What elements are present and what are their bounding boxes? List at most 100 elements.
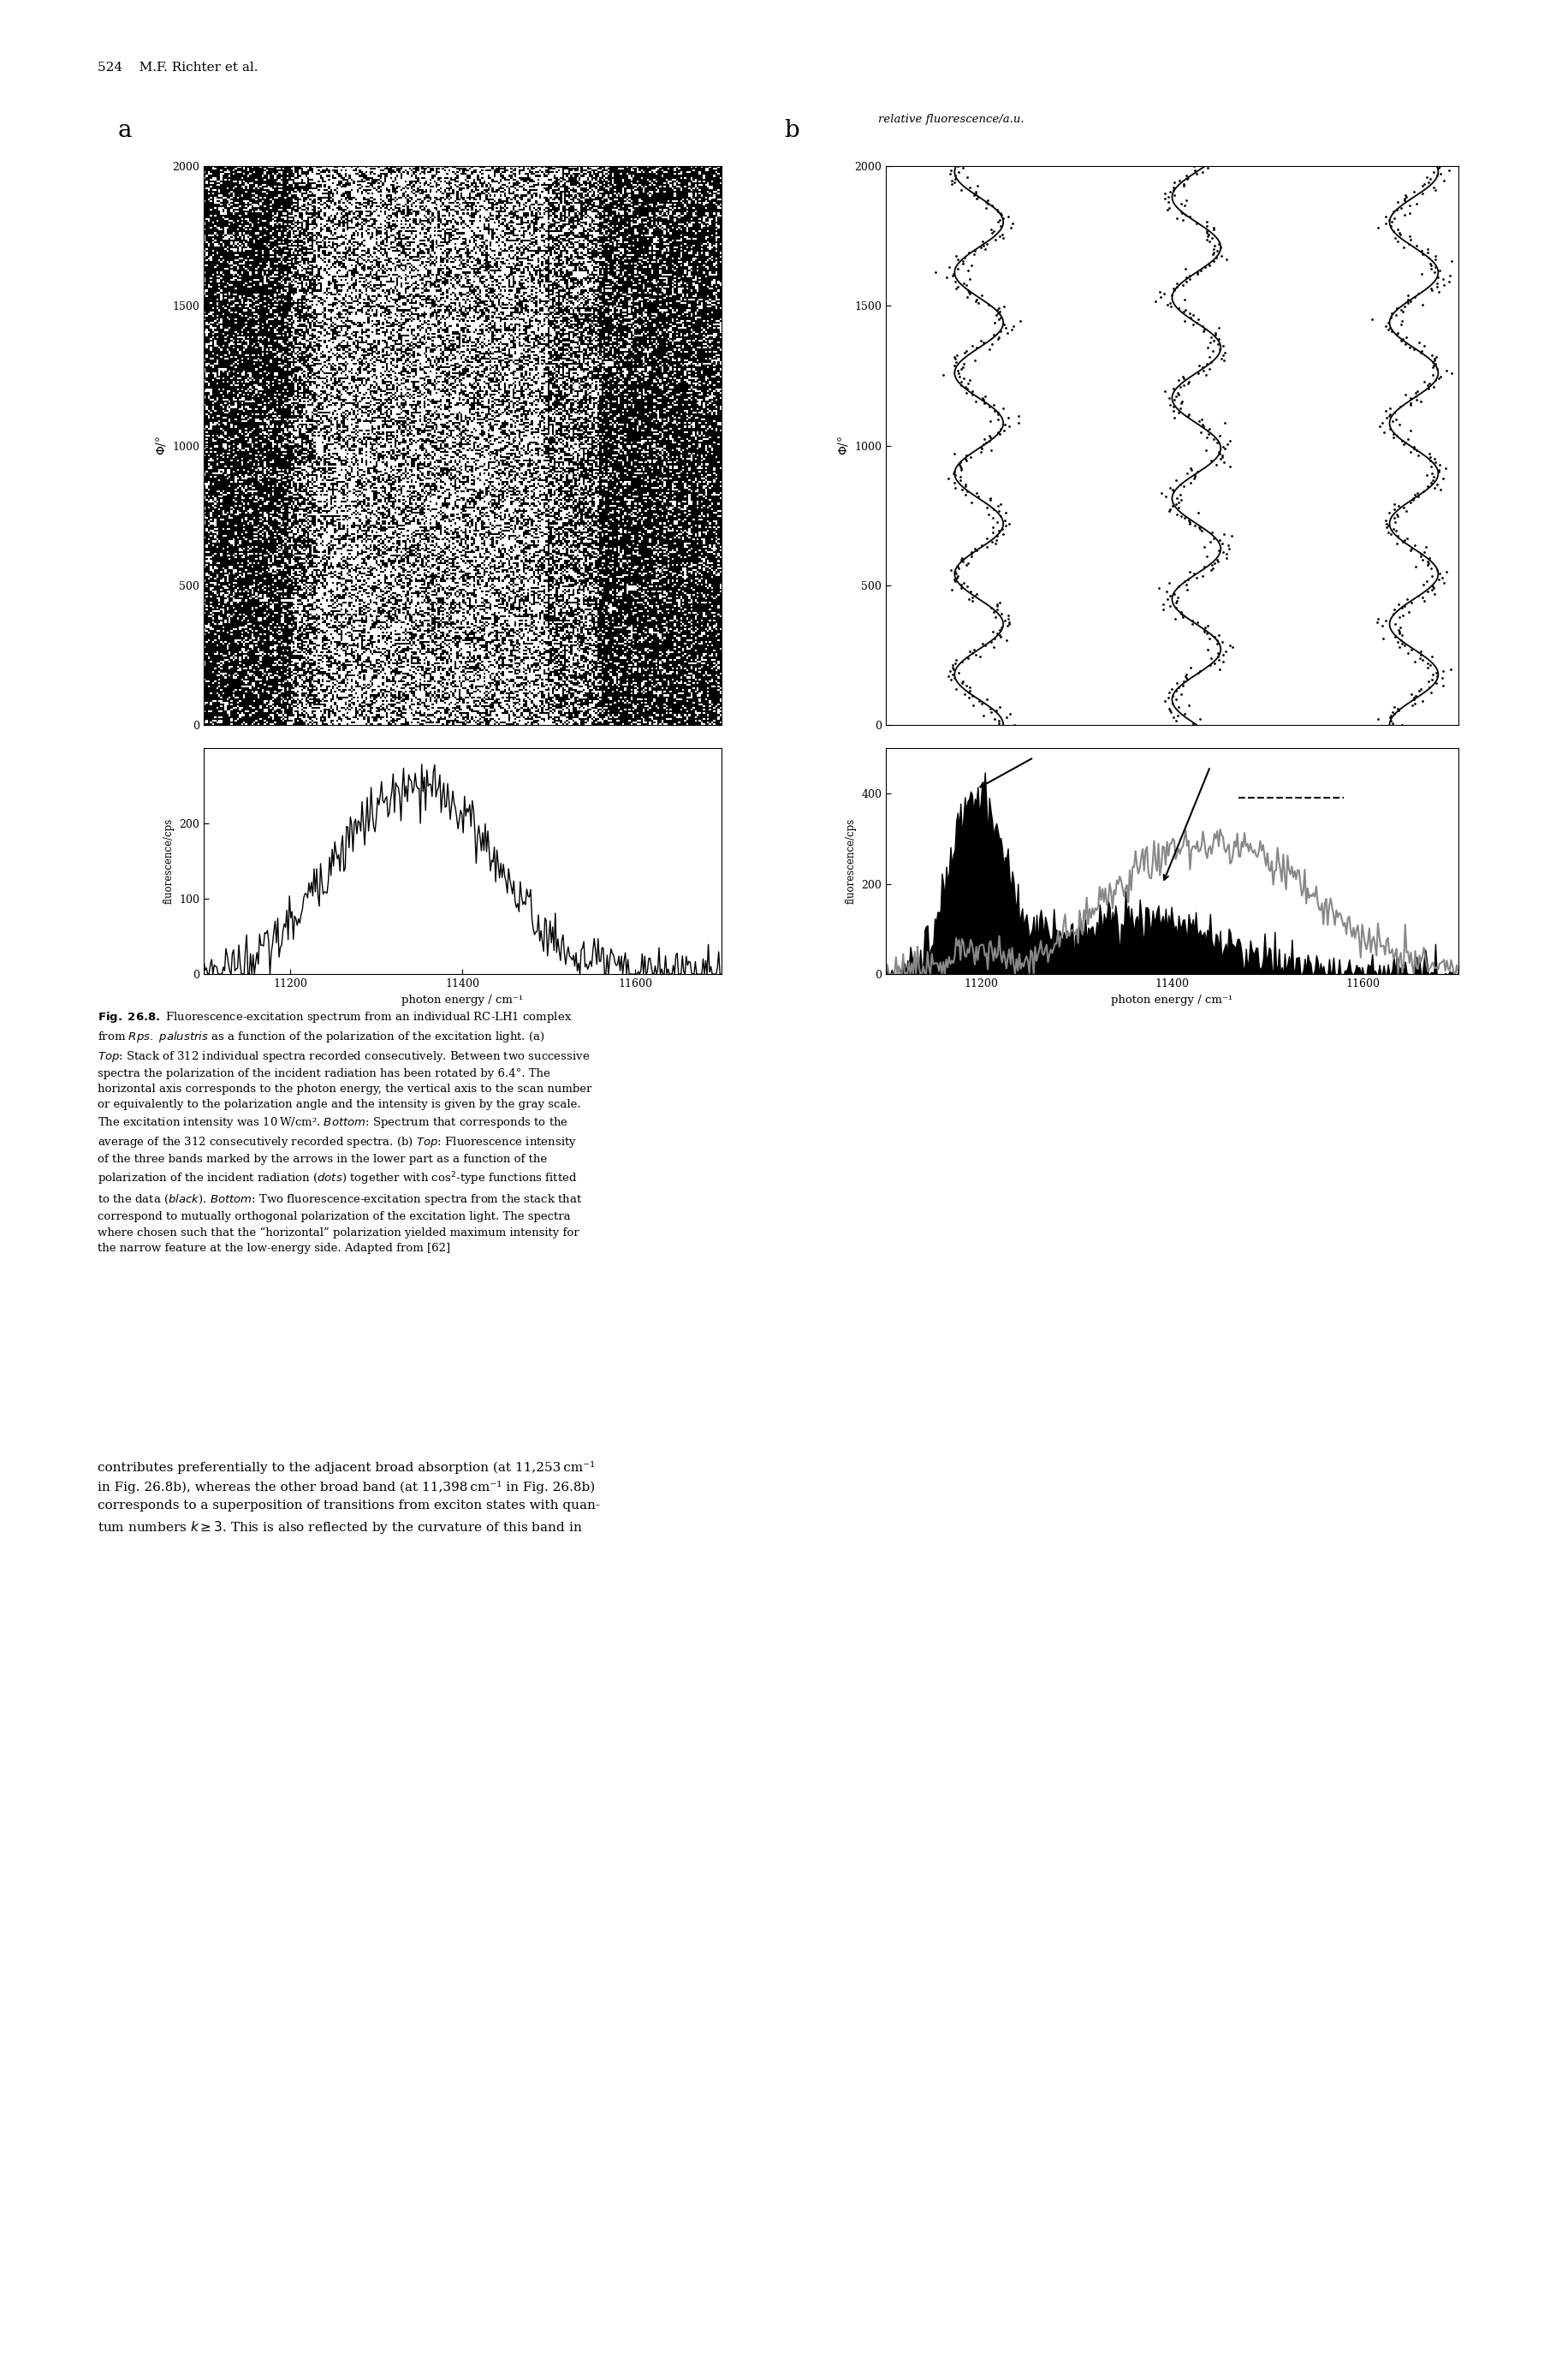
- Point: [1207, 520, 1232, 558]
- Point: [977, 416, 1002, 454]
- Point: [960, 535, 985, 573]
- Point: [1214, 632, 1239, 670]
- Point: [952, 264, 977, 302]
- Point: [1200, 513, 1225, 551]
- Point: [1419, 661, 1444, 699]
- Point: [977, 689, 1002, 727]
- Point: [969, 428, 994, 466]
- Point: [1154, 573, 1179, 611]
- Point: [1396, 421, 1421, 459]
- Point: [950, 542, 975, 580]
- Point: [1179, 601, 1204, 639]
- Point: [988, 195, 1013, 233]
- Point: [1201, 209, 1226, 247]
- Point: [1385, 190, 1410, 228]
- Point: [989, 608, 1014, 646]
- Point: [1185, 354, 1210, 392]
- Point: [1201, 226, 1226, 264]
- Point: [936, 658, 961, 696]
- Point: [1200, 546, 1225, 584]
- Point: [1206, 637, 1231, 675]
- Point: [1385, 314, 1410, 352]
- Point: [1195, 418, 1220, 456]
- Point: [997, 604, 1022, 642]
- Point: [1414, 563, 1439, 601]
- Point: [980, 523, 1005, 561]
- Point: [1195, 150, 1220, 188]
- Point: [956, 668, 982, 706]
- Point: [1198, 342, 1223, 380]
- Point: [1377, 397, 1402, 435]
- Point: [1399, 385, 1424, 423]
- Point: [1410, 235, 1435, 273]
- Point: [999, 311, 1024, 349]
- Point: [1433, 449, 1458, 487]
- Point: [958, 672, 983, 710]
- Point: [1408, 383, 1433, 421]
- Point: [1168, 185, 1193, 223]
- Point: [1200, 219, 1225, 257]
- Point: [1201, 644, 1226, 682]
- Point: [941, 164, 966, 202]
- Point: [1215, 425, 1240, 463]
- Point: [949, 364, 974, 402]
- Point: [1381, 211, 1406, 249]
- Point: [1163, 672, 1189, 710]
- Point: [1159, 287, 1184, 326]
- Point: [974, 489, 999, 527]
- Point: [1436, 257, 1461, 295]
- Point: [966, 283, 991, 321]
- Y-axis label: $\Phi$/°: $\Phi$/°: [836, 435, 850, 456]
- Point: [955, 278, 980, 316]
- Point: [985, 613, 1010, 651]
- Point: [1421, 570, 1446, 608]
- Point: [988, 618, 1013, 656]
- Point: [958, 276, 983, 314]
- Point: [1381, 694, 1406, 732]
- Point: [1179, 451, 1204, 489]
- Point: [986, 611, 1011, 649]
- Point: [1151, 592, 1176, 630]
- Point: [1392, 181, 1417, 219]
- Point: [952, 675, 977, 713]
- Point: [1374, 504, 1399, 542]
- Point: [942, 157, 967, 195]
- Point: [941, 254, 966, 292]
- Point: [1181, 304, 1206, 342]
- Point: [1430, 558, 1455, 596]
- Point: [1174, 261, 1200, 299]
- Point: [1381, 219, 1406, 257]
- Point: [971, 625, 996, 663]
- Point: [1209, 437, 1234, 475]
- Point: [1397, 188, 1422, 226]
- Point: [1419, 637, 1444, 675]
- Point: [956, 233, 982, 271]
- Point: [1421, 347, 1446, 385]
- Point: [1410, 577, 1435, 615]
- Point: [1195, 216, 1220, 254]
- Point: [939, 661, 964, 699]
- Point: [1196, 223, 1221, 261]
- Point: [1370, 404, 1396, 442]
- Point: [1402, 525, 1427, 563]
- Point: [980, 513, 1005, 551]
- Point: [1422, 575, 1447, 613]
- Point: [1416, 233, 1441, 271]
- Point: [950, 349, 975, 387]
- Point: [1178, 463, 1203, 501]
- Point: [1378, 295, 1403, 333]
- Point: [1386, 599, 1411, 637]
- Point: [997, 694, 1022, 732]
- Point: [971, 226, 996, 264]
- Point: [1157, 563, 1182, 601]
- Point: [1385, 290, 1410, 328]
- Point: [996, 606, 1021, 644]
- Point: [946, 354, 971, 392]
- Point: [1386, 487, 1411, 525]
- Point: [986, 492, 1011, 530]
- Point: [986, 290, 1011, 328]
- Point: [942, 340, 967, 378]
- Point: [1196, 245, 1221, 283]
- Point: [956, 580, 982, 618]
- Point: [1433, 554, 1458, 592]
